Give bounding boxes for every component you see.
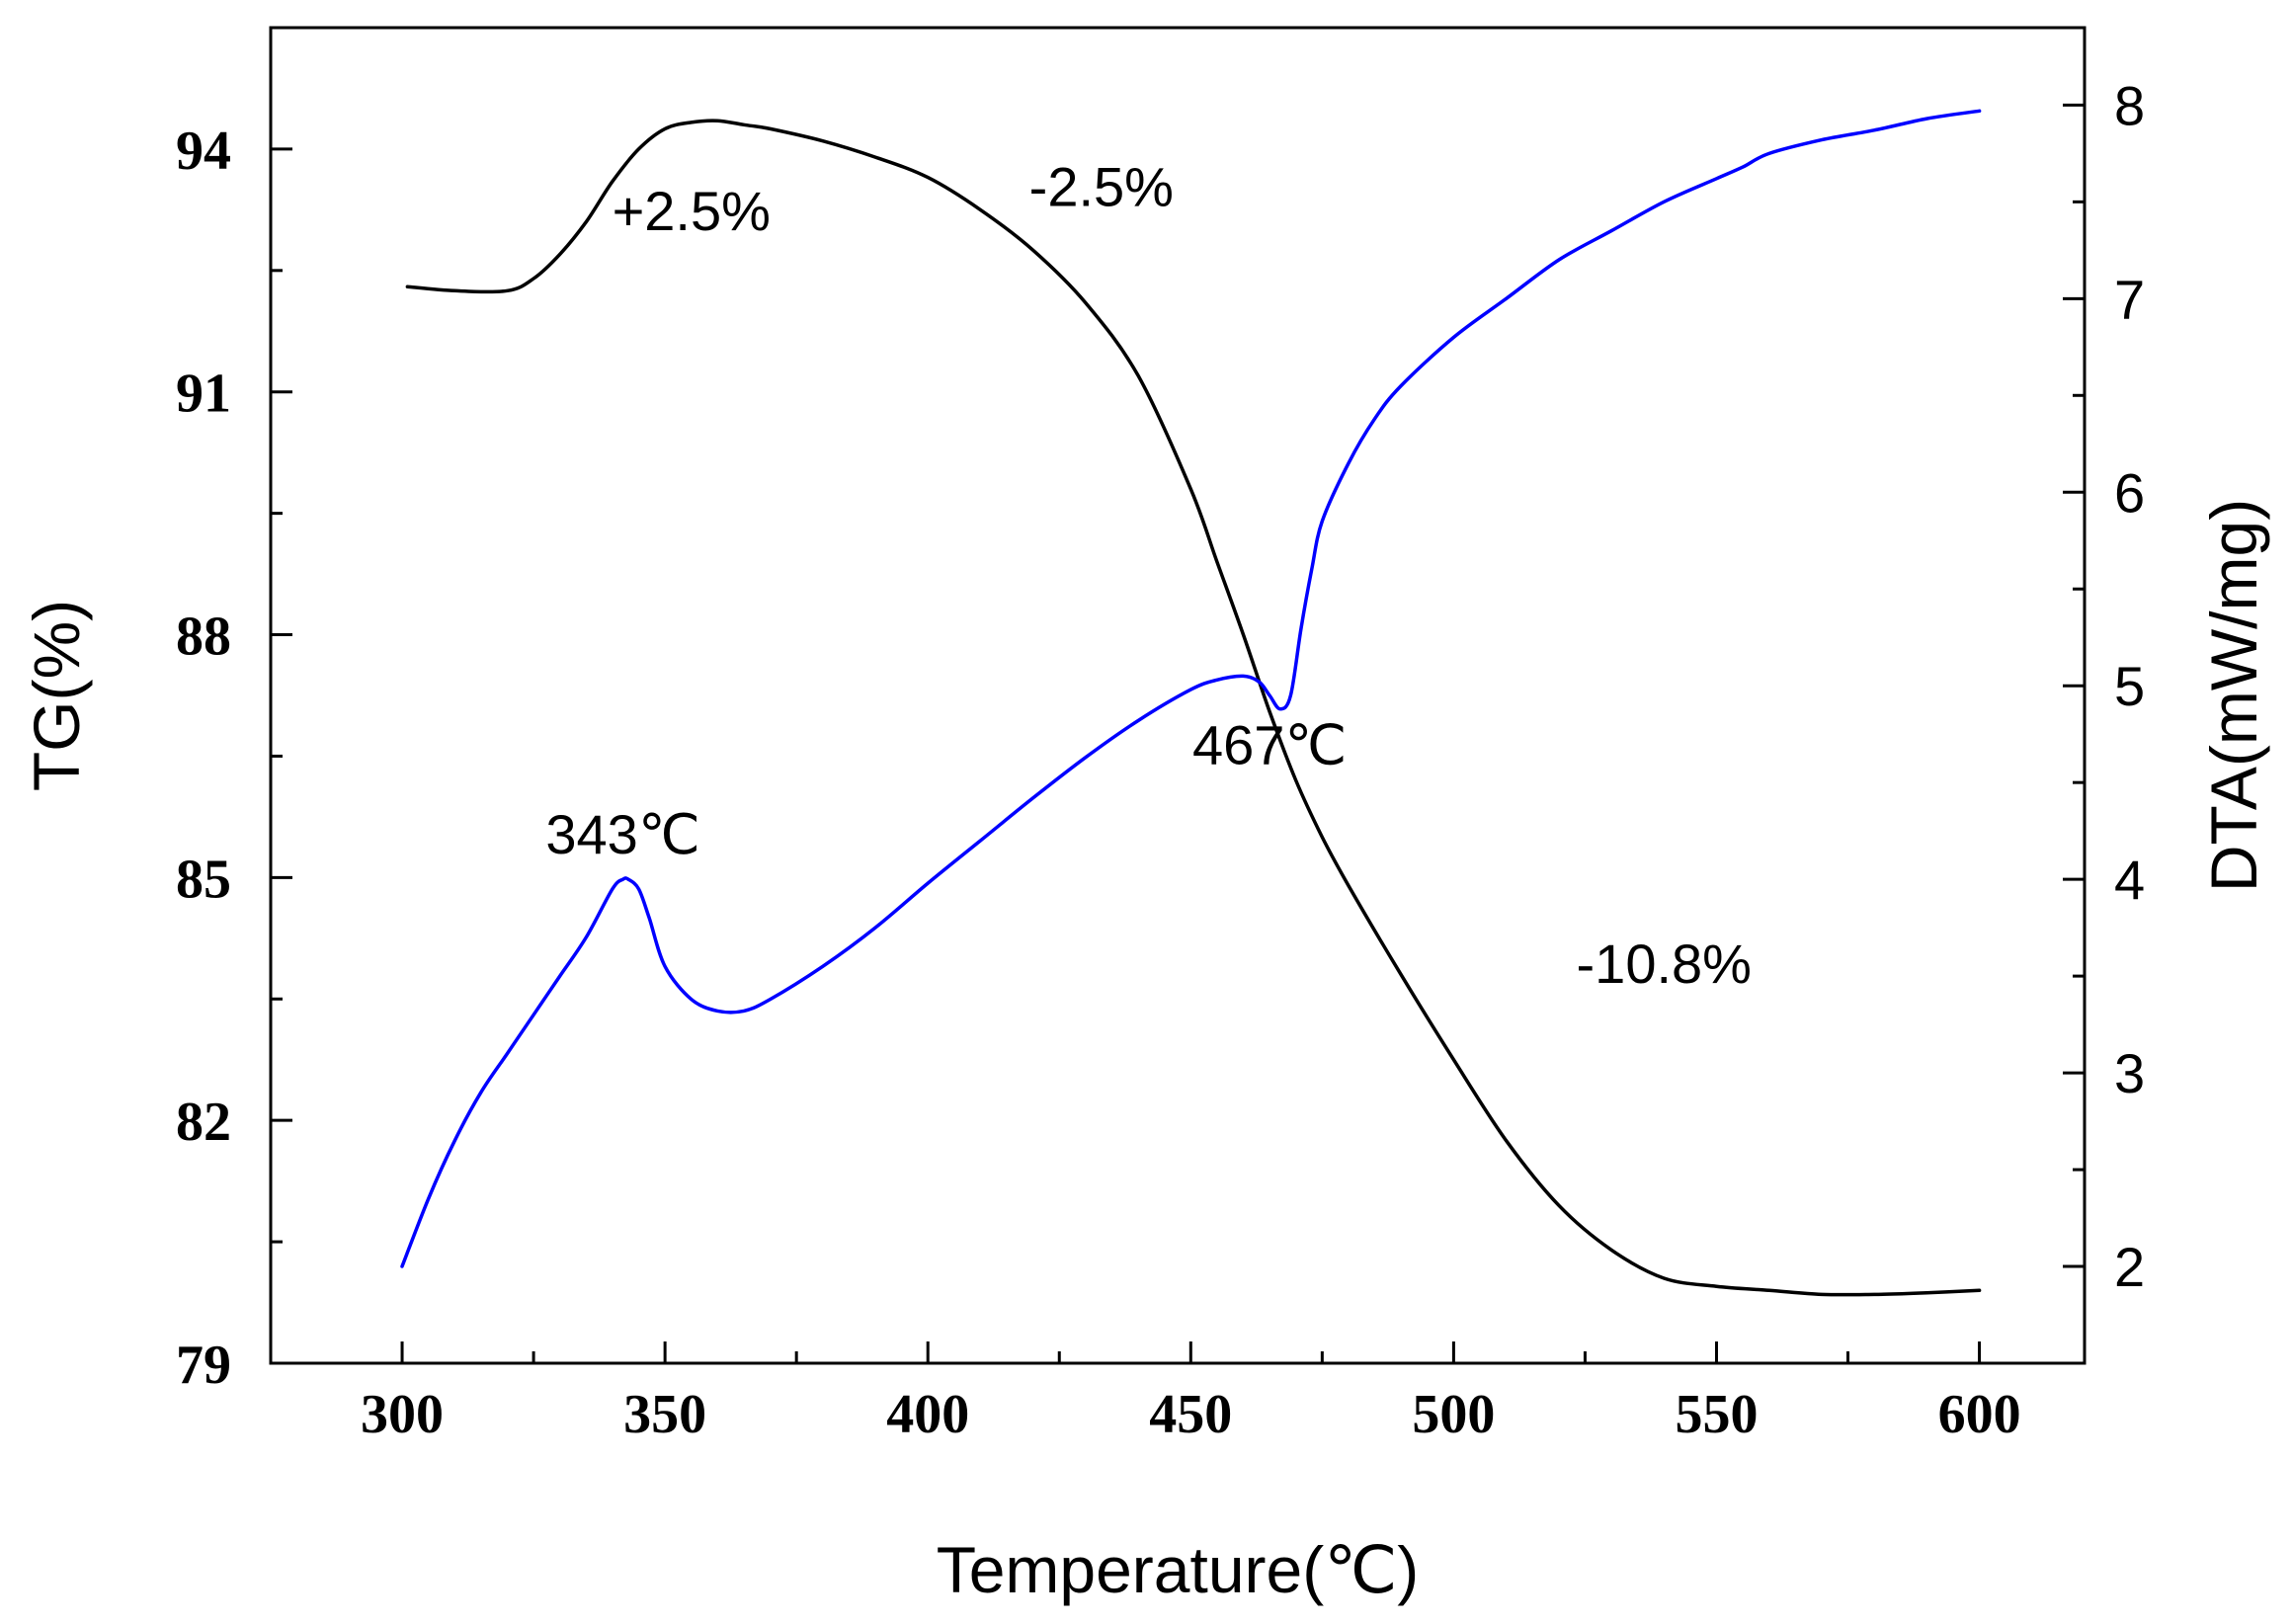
- annotation-label: +2.5%: [613, 180, 771, 242]
- annotation-label: -2.5%: [1029, 155, 1174, 217]
- x-axis-title: Temperature(℃): [937, 1533, 1420, 1606]
- annotation-label: 343℃: [545, 803, 699, 865]
- x-tick-label: 350: [623, 1384, 706, 1445]
- y-left-tick-label: 85: [176, 849, 231, 910]
- y-left-tick-label: 79: [176, 1335, 231, 1396]
- tg-series-line: [405, 119, 1982, 1297]
- y-left-tick-label: 88: [176, 607, 231, 668]
- y-right-tick-label: 3: [2114, 1042, 2145, 1104]
- annotation-label: -10.8%: [1577, 933, 1752, 995]
- x-tick-label: 400: [886, 1384, 969, 1445]
- x-tick-label: 550: [1675, 1384, 1758, 1445]
- dta-series-line: [400, 109, 1982, 1268]
- y-left-axis-title: TG(%): [20, 600, 93, 791]
- plot-frame: [269, 26, 2087, 1365]
- y-right-tick-label: 8: [2114, 74, 2145, 136]
- tick-marks: [269, 103, 2085, 1365]
- y-right-axis-title: DTA(mW/mg): [2197, 499, 2270, 892]
- y-left-tick-label: 82: [176, 1092, 231, 1153]
- y-left-tick-label: 91: [176, 364, 231, 425]
- series-lines: [400, 109, 1982, 1297]
- x-tick-label: 600: [1938, 1384, 2021, 1445]
- y-right-tick-label: 5: [2114, 655, 2145, 717]
- y-right-tick-label: 4: [2114, 849, 2145, 911]
- x-tick-label: 500: [1412, 1384, 1495, 1445]
- annotations: +2.5% -2.5% 343℃ 467℃ -10.8%: [545, 155, 1752, 995]
- x-tick-label: 450: [1149, 1384, 1232, 1445]
- y-right-tick-label: 2: [2114, 1236, 2145, 1298]
- annotation-label: 467℃: [1192, 714, 1347, 776]
- y-right-tick-label: 6: [2114, 461, 2145, 524]
- y-right-tick-label: 7: [2114, 268, 2145, 330]
- x-tick-label: 300: [361, 1384, 444, 1445]
- y-left-tick-label: 94: [176, 121, 231, 182]
- tick-labels: 300 350 400 450 500 550 600 79 82 85 88 91 94 2 3 4 5 6 7 8: [176, 74, 2145, 1445]
